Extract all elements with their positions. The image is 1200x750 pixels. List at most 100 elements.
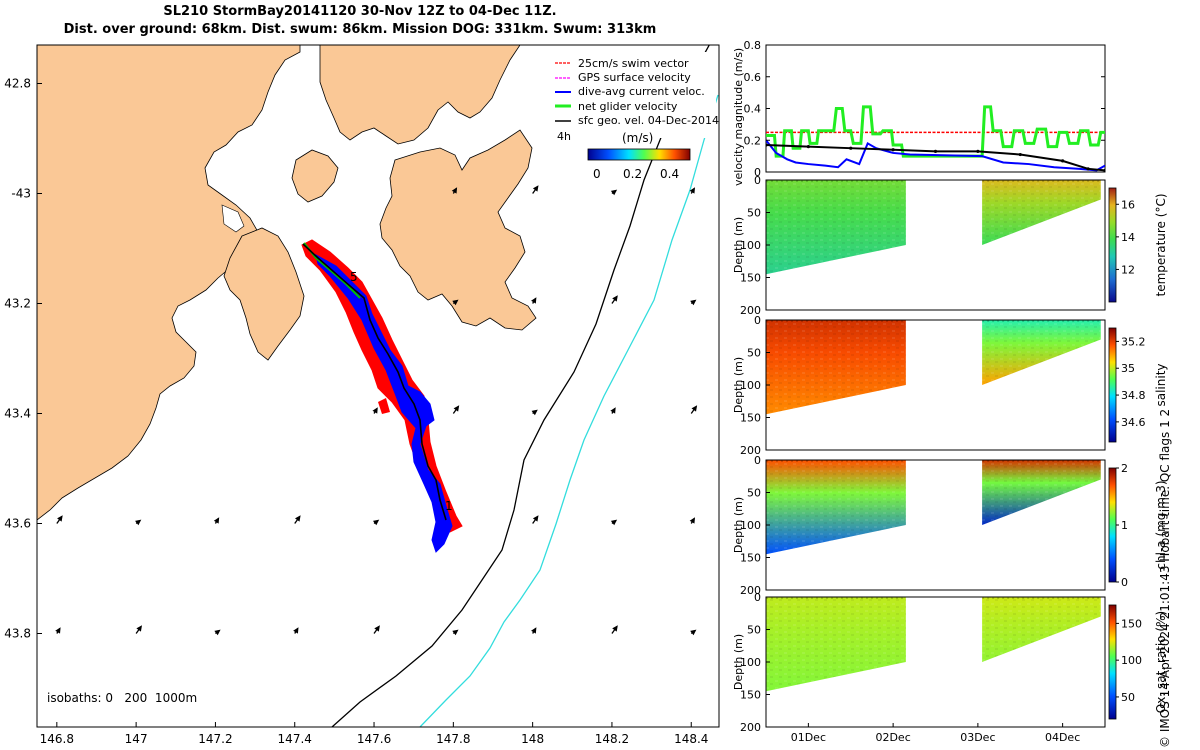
- geo-velocity-arrow: [531, 627, 537, 634]
- section-x-tick-label: 04Dec: [1045, 731, 1080, 744]
- track-blue-current: [315, 254, 453, 553]
- map-y-tick-label: 43.4: [4, 407, 31, 421]
- sfc-velocity-point: [1086, 167, 1090, 171]
- velocity-y-tick-label: 0.2: [744, 134, 762, 147]
- colorbar-tick-label: 1: [1121, 519, 1128, 532]
- legend-background: [550, 52, 716, 138]
- geo-velocity-arrow: [611, 295, 618, 304]
- section-y-tick-label: 100: [740, 379, 761, 392]
- land-inner-bay: [221, 204, 245, 233]
- geo-velocity-arrow: [452, 405, 460, 414]
- isobath-1000m: [419, 94, 719, 727]
- geo-velocity-arrow: [55, 627, 61, 634]
- legend-swim-vector-label: 25cm/s swim vector: [578, 57, 689, 70]
- section-x-tick-label: 01Dec: [791, 731, 826, 744]
- map-y-tick-label: 43.8: [4, 627, 31, 641]
- section-data-texture: [766, 597, 906, 692]
- section-y-tick-label: 0: [754, 454, 761, 467]
- section-y-tick-label: 0: [754, 591, 761, 604]
- geo-velocity-arrow: [372, 519, 380, 526]
- section-x-tick-label: 03Dec: [960, 731, 995, 744]
- section-colorbar: [1108, 327, 1117, 443]
- section-data-texture: [982, 460, 1101, 525]
- chart-title-line-1: SL210 StormBay20141120 30-Nov 12Z to 04-…: [163, 4, 557, 19]
- map-y-tick-label: -43: [11, 187, 31, 201]
- sfc-velocity-point: [1103, 168, 1105, 172]
- legend-net-label: net glider velocity: [578, 100, 678, 113]
- sfc-velocity-point: [849, 146, 853, 150]
- section-panel-0: 0 50 100 150 200 Depth (m) 12 14 16 temperature (…: [732, 174, 1168, 317]
- map-legend: 25cm/s swim vector GPS surface velocity …: [550, 52, 719, 181]
- geo-velocity-arrow: [532, 185, 539, 194]
- geo-velocity-arrow: [372, 407, 378, 414]
- map-land-group: [37, 45, 537, 521]
- map-panel: 5 1 146.8 147 147.2 147.4 147.6 147.8 148 148.2…: [4, 44, 720, 746]
- geo-velocity-arrow: [610, 407, 616, 414]
- colorbar-label: salinity: [1154, 363, 1168, 406]
- velocity-series-3: [766, 144, 1105, 172]
- sfc-velocity-point: [933, 149, 938, 153]
- geo-velocity-arrow: [611, 625, 618, 634]
- geo-velocity-arrow: [689, 187, 696, 194]
- geo-velocity-arrow: [690, 629, 697, 636]
- colorbar-unit-label: (m/s): [622, 131, 653, 145]
- map-y-axis: 42.8 -43 43.2 43.4 43.6 43.8: [4, 77, 42, 641]
- section-y-tick-label: 0: [754, 174, 761, 187]
- colorbar-label: chl-a (mg m-3): [1154, 480, 1168, 569]
- geo-velocity-arrow: [531, 297, 537, 304]
- colorbar-label: temperature (°C): [1154, 194, 1168, 297]
- section-y-tick-label: 150: [740, 689, 761, 702]
- map-x-tick-label: 147: [125, 732, 148, 746]
- geo-velocity-arrow: [690, 405, 698, 414]
- sfc-velocity-point: [1061, 159, 1065, 163]
- section-y-tick-label: 100: [740, 656, 761, 669]
- section-data-texture: [766, 460, 906, 555]
- map-x-axis: 146.8 147 147.2 147.4 147.6 147.8 148 148.2 148.…: [40, 722, 708, 746]
- geo-velocity-arrow: [532, 515, 539, 524]
- legend-sfc-label: sfc geo. vel. 04-Dec-2014: [578, 114, 719, 127]
- section-y-tick-label: 50: [747, 487, 761, 500]
- section-y-tick-label: 150: [740, 552, 761, 565]
- geo-velocity-arrow: [56, 515, 63, 524]
- colorbar-tick-0: 0: [593, 167, 601, 181]
- geo-velocity-arrow: [294, 515, 301, 524]
- section-data-texture: [982, 180, 1101, 245]
- geo-velocity-arrow: [531, 409, 538, 416]
- track-red-outlier-1: [378, 398, 390, 414]
- map-x-tick-label: 147.2: [198, 732, 232, 746]
- land-north-coast: [319, 45, 521, 145]
- velocity-series: [766, 105, 1105, 172]
- section-panel-2: 0 50 100 150 200 Depth (m) 0 1 2 chl-a (mg m-3): [732, 454, 1168, 597]
- section-colorbar: [1108, 467, 1117, 583]
- colorbar-tick-label: 14: [1121, 231, 1135, 244]
- colorbar-tick-label: 35.2: [1121, 335, 1146, 348]
- geo-velocity-arrow: [451, 187, 458, 194]
- geo-velocity-arrow: [213, 517, 220, 524]
- velocity-y-tick-label: 0.4: [744, 103, 762, 116]
- map-x-tick-label: 148: [521, 732, 544, 746]
- map-y-tick-label: 43.6: [4, 517, 31, 531]
- section-y-tick-label: 50: [747, 624, 761, 637]
- geo-velocity-arrow: [689, 517, 696, 524]
- section-ylabel: Depth (m): [732, 217, 745, 273]
- legend-gps-label: GPS surface velocity: [578, 71, 691, 84]
- track-label-1: 1: [445, 499, 453, 513]
- section-ylabel: Depth (m): [732, 497, 745, 553]
- land-island: [291, 149, 339, 203]
- chart-title-line-2: Dist. over ground: 68km. Dist. swum: 86k…: [63, 22, 657, 37]
- section-x-tick-label: 02Dec: [875, 731, 910, 744]
- section-data-texture: [982, 320, 1101, 385]
- geo-velocity-arrow: [452, 629, 459, 636]
- geo-velocity-arrows: [55, 185, 698, 636]
- isobath-200m: [331, 45, 710, 727]
- velocity-y-tick-label: 0.8: [744, 39, 762, 52]
- geo-velocity-arrow: [690, 299, 697, 306]
- imos-footer-note: © IMOS 14-Apr-2024 21:01:43 Hobart time.…: [1158, 408, 1172, 748]
- map-x-tick-label: 147.4: [278, 732, 312, 746]
- section-data-texture: [766, 320, 906, 415]
- velocity-panel: 0 0.2 0.4 0.6 0.8 velocity magnitude (m/s): [732, 39, 1106, 186]
- section-y-tick-label: 100: [740, 519, 761, 532]
- velocity-series-1: [766, 105, 1105, 158]
